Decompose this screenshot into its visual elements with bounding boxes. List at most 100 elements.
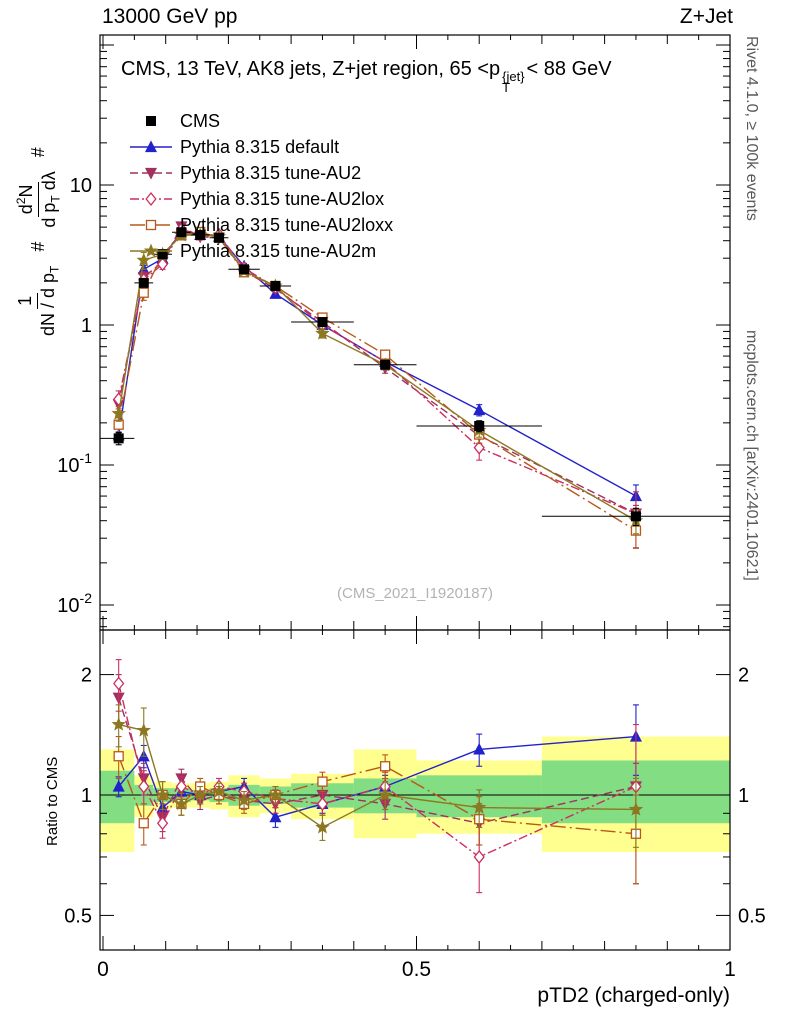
series-main-pythia-8-315-tune-au2loxx: [113, 226, 642, 549]
x-tick-label: 0.5: [402, 958, 431, 981]
fraction-2-numerator: d2N: [14, 181, 39, 218]
legend-entry-pythia-8-315-tune-au2: Pythia 8.315 tune-AU2: [130, 163, 361, 183]
tick-mantissa: 10: [57, 595, 79, 617]
marker-star: [315, 819, 330, 834]
main-y-tick-label: 1: [81, 315, 92, 337]
x-tick-label: 0: [97, 958, 109, 981]
marker-star: [472, 800, 487, 814]
marker-star: [136, 252, 151, 267]
main-y-tick-label: 10-1: [57, 450, 92, 477]
fraction-1-numerator: 1: [15, 292, 38, 309]
legend-label: Pythia 8.315 default: [180, 137, 339, 157]
marker-square: [145, 219, 157, 231]
marker-square: [146, 116, 156, 126]
legend-entry-pythia-8-315-tune-au2lox: Pythia 8.315 tune-AU2lox: [130, 189, 384, 209]
marker-diamond: [138, 779, 150, 794]
ratio-line: [118, 755, 637, 835]
legend-label: Pythia 8.315 tune-AU2loxx: [180, 215, 393, 235]
x-tick-label: 1: [724, 958, 736, 981]
pt-jet-notation: {jet} T: [502, 69, 525, 96]
tick-exponent: -1: [80, 450, 93, 466]
ratio-line: [117, 683, 637, 858]
series-line: [117, 234, 637, 522]
marker-star: [155, 787, 170, 802]
marker-square: [195, 229, 206, 240]
series-line: [117, 228, 637, 515]
legend-entry-pythia-8-315-default: Pythia 8.315 default: [130, 137, 339, 157]
legend-entry-cms: CMS: [146, 111, 220, 131]
fraction-2-den-sub: T: [48, 195, 63, 203]
ratio-y-tick-label: 0.5: [64, 905, 92, 927]
ratio-y-tick-label-right: 2: [738, 665, 749, 687]
analysis-id-watermark: (CMS_2021_I1920187): [337, 585, 493, 602]
y-axis-fraction-2: d2N d pT dλ: [14, 169, 63, 229]
legend-entry-pythia-8-315-tune-au2m: Pythia 8.315 tune-AU2m: [130, 241, 376, 261]
marker-square: [270, 280, 281, 291]
marker-square: [113, 751, 124, 762]
series-main-pythia-8-315-tune-au2m: [111, 227, 644, 535]
marker-triangle-up: [144, 140, 158, 153]
fraction-2-den-text: d p: [38, 202, 59, 228]
marker-triangle-up: [112, 779, 125, 792]
fraction-2-num-text-b: N: [16, 184, 36, 198]
marker-square: [138, 287, 149, 298]
marker-star: [111, 716, 126, 731]
fraction-2-num-sup: 2: [14, 197, 28, 205]
fraction-2-den-text-b: dλ: [38, 171, 59, 196]
x-axis-title: pTD2 (charged-only): [537, 984, 730, 1007]
ratio-panel-frame: [99, 629, 731, 951]
marker-star: [377, 787, 393, 802]
tick-mantissa: 10: [57, 455, 79, 477]
series-line: [117, 231, 637, 532]
series-main-cms: [100, 227, 730, 527]
fraction-1-den-sub: T: [47, 265, 62, 273]
marker-star: [143, 243, 159, 258]
marker-diamond: [156, 257, 169, 272]
series-line: [117, 230, 637, 497]
ratio-y-tick-label-right: 1: [738, 785, 749, 807]
legend-label: CMS: [180, 111, 220, 131]
beam-energy-label: 13000 GeV pp: [102, 5, 238, 28]
tick-exponent: -2: [80, 590, 93, 606]
marker-square: [379, 761, 391, 772]
marker-square: [239, 264, 250, 275]
marker-diamond: [316, 796, 329, 811]
marker-diamond: [175, 779, 188, 794]
marker-square: [317, 776, 328, 787]
pt-subscript: T: [502, 80, 511, 96]
ratio-line: [118, 697, 637, 824]
marker-triangle-up: [473, 742, 486, 755]
ratio-line: [118, 723, 636, 829]
plot-title-text-end: < 88 GeV: [526, 58, 612, 80]
fraction-2-denominator: d pT dλ: [39, 169, 63, 229]
marker-star: [236, 792, 252, 807]
tick-mantissa: 1: [81, 315, 92, 337]
marker-star: [268, 787, 283, 802]
plot-title-text: CMS, 13 TeV, AK8 jets, Z+jet region, 65 …: [121, 58, 501, 80]
marker-star: [136, 722, 151, 737]
rivet-version-note: Rivet 4.1.0, ≥ 100k events: [743, 36, 760, 221]
marker-star: [211, 783, 227, 798]
series-main-pythia-8-315-default: [112, 224, 642, 511]
marker-square: [630, 511, 641, 522]
marker-square: [317, 317, 328, 328]
marker-square: [380, 359, 391, 370]
marker-square: [138, 277, 149, 288]
plot-title: CMS, 13 TeV, AK8 jets, Z+jet region, 65 …: [121, 58, 612, 96]
tick-mantissa: 10: [70, 175, 92, 197]
pt-superscript: {jet}: [502, 69, 525, 84]
marker-diamond: [113, 676, 125, 691]
hash-symbol: #: [27, 241, 48, 252]
ratio-y-tick-label: 2: [81, 665, 92, 687]
y-axis-title: 1 dN / d pT # d2N d pT dλ #: [14, 147, 63, 338]
marker-star: [174, 796, 189, 811]
marker-diamond: [145, 191, 157, 207]
legend-label: Pythia 8.315 tune-AU2m: [180, 241, 376, 261]
y-axis-fraction-1: 1 dN / d pT: [15, 264, 62, 338]
series-line: [117, 225, 637, 515]
marker-square: [213, 232, 224, 243]
ratio-y-tick-label-right: 0.5: [738, 905, 766, 927]
hash-symbol: #: [27, 147, 48, 158]
marker-square: [113, 433, 124, 444]
marker-diamond: [473, 849, 485, 865]
